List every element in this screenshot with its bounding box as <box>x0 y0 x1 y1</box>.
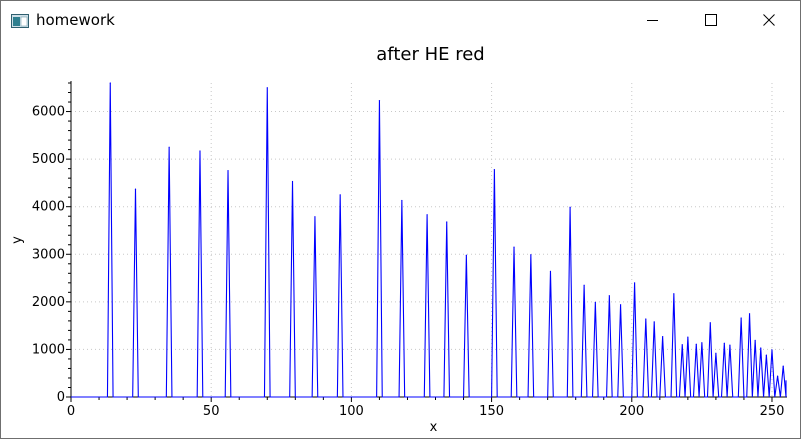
data-point <box>748 313 751 315</box>
data-point <box>465 254 467 256</box>
data-point <box>530 254 532 256</box>
data-point <box>715 352 717 354</box>
close-icon <box>763 14 775 26</box>
window-title: homework <box>36 11 115 29</box>
data-point <box>583 284 585 286</box>
data-point <box>723 342 725 344</box>
y-tick-label: 5000 <box>32 152 65 167</box>
data-point <box>401 199 403 202</box>
data-point <box>760 347 762 349</box>
title-bar[interactable]: homework <box>1 1 800 39</box>
data-point <box>785 380 787 382</box>
data-point <box>740 317 742 319</box>
data-point <box>765 354 767 356</box>
data-point <box>782 365 784 367</box>
data-series-line <box>71 82 787 398</box>
data-point <box>695 343 697 345</box>
data-point <box>134 188 137 190</box>
y-tick-label: 3000 <box>32 247 65 262</box>
data-point <box>619 304 622 306</box>
line-chart: after HE red 0 50 100 150 200 250 0 1000 2000 3000… <box>10 44 787 435</box>
data-point <box>729 344 731 346</box>
data-point <box>681 344 683 346</box>
x-tick-label: 150 <box>479 404 504 419</box>
data-point <box>266 87 268 89</box>
data-point <box>227 169 229 172</box>
chart-title: after HE red <box>376 44 484 65</box>
data-point <box>754 339 756 341</box>
x-tick-label: 50 <box>203 404 220 419</box>
data-point <box>314 216 316 218</box>
y-axis-label: y <box>10 236 25 244</box>
data-point <box>687 336 689 338</box>
data-point <box>291 180 294 183</box>
data-point <box>662 335 664 338</box>
data-point <box>594 301 596 303</box>
data-point <box>776 375 779 377</box>
minimize-icon <box>647 20 658 21</box>
minimize-button[interactable] <box>630 1 676 39</box>
x-tick-label: 100 <box>339 404 364 419</box>
data-point <box>673 293 675 295</box>
close-button[interactable] <box>746 1 792 39</box>
data-point <box>426 214 428 216</box>
data-point <box>513 246 515 248</box>
data-point <box>633 282 636 284</box>
y-tick-label: 2000 <box>32 295 65 310</box>
data-point <box>378 100 381 102</box>
data-point <box>771 349 773 351</box>
chart-area: after HE red 0 50 100 150 200 250 0 1000 2000 3000… <box>1 39 800 438</box>
x-axis-label: x <box>430 420 438 435</box>
data-point <box>446 221 448 223</box>
data-point <box>701 342 703 344</box>
data-point <box>709 322 711 324</box>
maximize-icon <box>705 14 717 26</box>
x-tick-label: 0 <box>67 404 75 419</box>
data-point <box>645 318 647 320</box>
y-tick-label: 0 <box>57 390 65 405</box>
app-window-icon <box>11 13 29 28</box>
data-point <box>493 168 495 171</box>
x-tick-label: 250 <box>760 404 785 419</box>
y-tick-label: 6000 <box>32 105 65 120</box>
data-point <box>339 194 341 196</box>
maximize-button[interactable] <box>688 1 734 39</box>
data-point <box>109 82 111 84</box>
data-point <box>168 146 170 148</box>
data-point <box>653 321 655 323</box>
data-point <box>608 295 610 297</box>
data-point <box>199 150 201 152</box>
data-point <box>549 270 552 272</box>
y-tick-label: 4000 <box>32 200 65 215</box>
y-tick-label: 1000 <box>32 342 65 357</box>
x-tick-label: 200 <box>619 404 644 419</box>
data-point <box>569 206 571 208</box>
